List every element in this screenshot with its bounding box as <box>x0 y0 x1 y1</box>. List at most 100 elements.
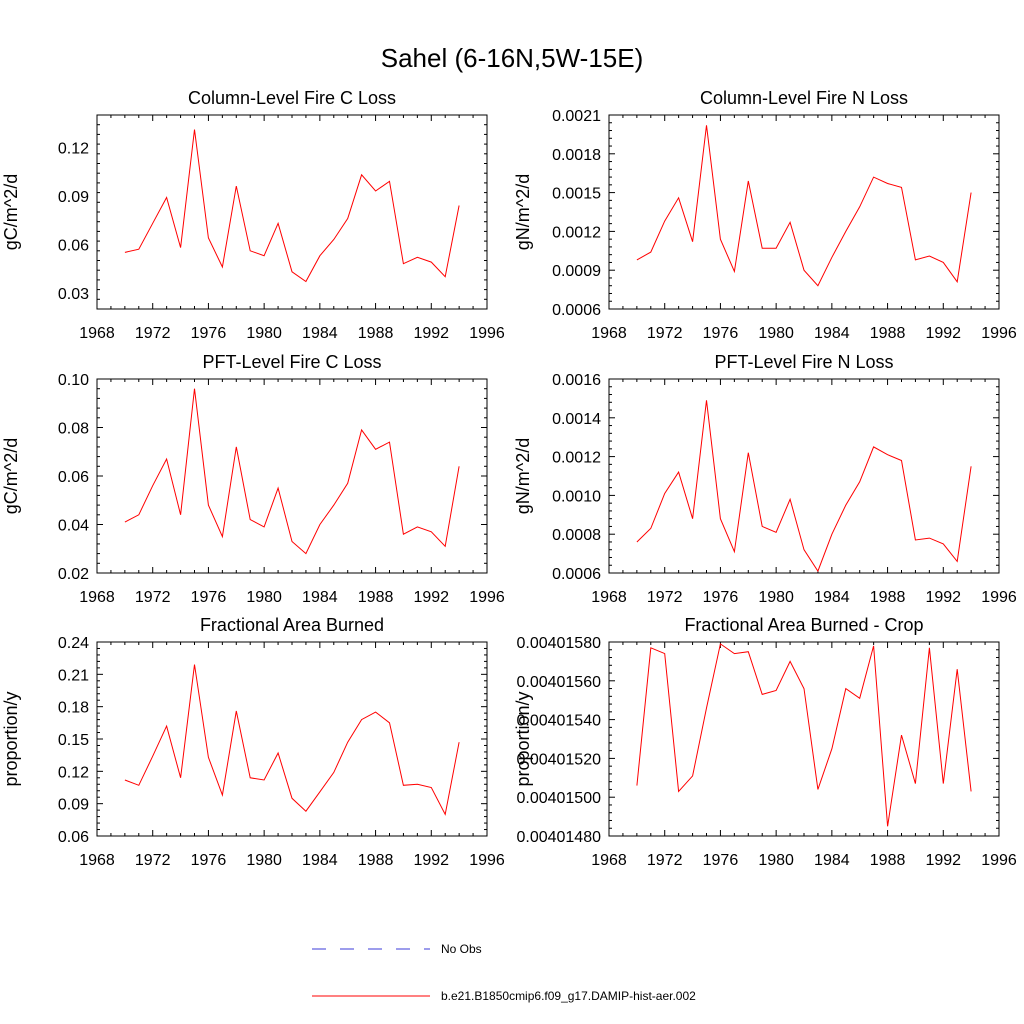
panel-5: Fractional Area Burned 1968 1972 1976 1980 19… <box>1 615 505 869</box>
x-tick-label: 1988 <box>870 325 906 342</box>
x-tick-label: 1980 <box>758 852 794 869</box>
y-tick-label: 0.09 <box>58 189 89 206</box>
x-tick-label: 1980 <box>246 325 282 342</box>
x-tick-label: 1996 <box>469 325 505 342</box>
plot-frame <box>96 378 488 574</box>
x-tick-label: 1996 <box>981 325 1017 342</box>
x-tick-label: 1976 <box>703 589 739 606</box>
y-tick-label: 0.0006 <box>552 566 601 583</box>
y-tick-label: 0.10 <box>58 372 89 389</box>
panel-title: PFT-Level Fire N Loss <box>714 352 893 372</box>
y-axis-label: gC/m^2/d <box>1 174 21 250</box>
x-tick-label: 1996 <box>981 852 1017 869</box>
x-tick-label: 1968 <box>591 589 627 606</box>
x-tick-label: 1992 <box>925 325 961 342</box>
y-tick-label: 0.0016 <box>552 372 601 389</box>
x-tick-label: 1988 <box>870 589 906 606</box>
y-axis-label: gC/m^2/d <box>1 438 21 514</box>
y-tick-label: 0.08 <box>58 421 89 438</box>
panel-title: Fractional Area Burned - Crop <box>684 615 923 635</box>
series-line <box>636 400 972 573</box>
x-tick-label: 1968 <box>591 852 627 869</box>
legend: No Obs b.e21.B1850cmip6.f09_g17.DAMIP-hi… <box>312 942 696 1003</box>
panel-title: Column-Level Fire N Loss <box>700 88 908 108</box>
plot-frame <box>608 641 1000 837</box>
x-tick-label: 1992 <box>925 852 961 869</box>
y-tick-label: 0.0008 <box>552 527 601 544</box>
y-tick-label: 0.00401480 <box>516 829 601 846</box>
main-title: Sahel (6-16N,5W-15E) <box>381 43 644 73</box>
panel-6: Fractional Area Burned - Crop 1968 1972 197… <box>513 615 1017 869</box>
x-tick-label: 1976 <box>191 852 227 869</box>
y-tick-label: 0.00401580 <box>516 635 601 652</box>
x-tick-label: 1984 <box>302 589 338 606</box>
panels-container: Column-Level Fire C Loss 1968 1972 1976 1980… <box>1 88 1017 869</box>
y-axis-label: gN/m^2/d <box>513 438 533 514</box>
y-tick-label: 0.0014 <box>552 411 601 428</box>
x-tick-label: 1968 <box>79 325 115 342</box>
x-tick-label: 1972 <box>135 589 171 606</box>
x-tick-label: 1984 <box>302 325 338 342</box>
x-tick-label: 1976 <box>703 325 739 342</box>
y-tick-label: 0.0021 <box>552 108 601 125</box>
series-line <box>124 664 460 816</box>
x-tick-label: 1968 <box>591 325 627 342</box>
y-tick-label: 0.0018 <box>552 147 601 164</box>
x-tick-label: 1988 <box>358 325 394 342</box>
y-axis-label: proportion/y <box>1 691 21 786</box>
x-tick-label: 1976 <box>191 325 227 342</box>
x-tick-label: 1992 <box>413 852 449 869</box>
series-line <box>636 125 972 287</box>
panel-title: Column-Level Fire C Loss <box>188 88 396 108</box>
panel-1: Column-Level Fire C Loss 1968 1972 1976 1980… <box>1 88 505 342</box>
x-tick-label: 1972 <box>647 852 683 869</box>
y-tick-label: 0.0012 <box>552 224 601 241</box>
y-tick-label: 0.03 <box>58 286 89 303</box>
panel-4: PFT-Level Fire N Loss 1968 1972 1976 1980 198… <box>513 352 1017 606</box>
legend-label-model: b.e21.B1850cmip6.f09_g17.DAMIP-hist-aer.… <box>441 989 696 1003</box>
series-line <box>636 643 972 827</box>
y-tick-label: 0.15 <box>58 732 89 749</box>
plot-frame <box>608 378 1000 574</box>
y-tick-label: 0.09 <box>58 797 89 814</box>
x-tick-label: 1980 <box>758 589 794 606</box>
y-tick-label: 0.06 <box>58 829 89 846</box>
x-tick-label: 1980 <box>246 589 282 606</box>
plot-frame <box>96 641 488 837</box>
panel-2: Column-Level Fire N Loss 1968 1972 1976 1980… <box>513 88 1017 342</box>
y-tick-label: 0.0012 <box>552 450 601 467</box>
y-tick-label: 0.00401540 <box>516 713 601 730</box>
y-tick-label: 0.21 <box>58 667 89 684</box>
x-tick-label: 1988 <box>358 589 394 606</box>
x-tick-label: 1980 <box>758 325 794 342</box>
y-tick-label: 0.00401560 <box>516 674 601 691</box>
x-tick-label: 1988 <box>358 852 394 869</box>
series-line <box>124 388 460 555</box>
y-tick-label: 0.06 <box>58 237 89 254</box>
legend-label-no-obs: No Obs <box>441 942 482 956</box>
y-axis-label: gN/m^2/d <box>513 174 533 250</box>
x-tick-label: 1992 <box>413 325 449 342</box>
panel-title: Fractional Area Burned <box>200 615 384 635</box>
x-tick-label: 1996 <box>469 852 505 869</box>
series-line <box>124 129 460 283</box>
panel-title: PFT-Level Fire C Loss <box>202 352 381 372</box>
x-tick-label: 1972 <box>135 325 171 342</box>
y-tick-label: 0.0006 <box>552 302 601 319</box>
x-tick-label: 1984 <box>814 852 850 869</box>
x-tick-label: 1984 <box>814 589 850 606</box>
x-tick-label: 1988 <box>870 852 906 869</box>
x-tick-label: 1976 <box>703 852 739 869</box>
y-tick-label: 0.18 <box>58 700 89 717</box>
x-tick-label: 1984 <box>302 852 338 869</box>
x-tick-label: 1984 <box>814 325 850 342</box>
y-tick-label: 0.24 <box>58 635 89 652</box>
panel-3: PFT-Level Fire C Loss 1968 1972 1976 1980 198… <box>1 352 505 606</box>
plot-frame <box>608 114 1000 310</box>
y-tick-label: 0.12 <box>58 764 89 781</box>
y-tick-label: 0.04 <box>58 518 89 535</box>
y-tick-label: 0.0010 <box>552 488 601 505</box>
y-tick-label: 0.00401520 <box>516 751 601 768</box>
y-tick-label: 0.0015 <box>552 186 601 203</box>
